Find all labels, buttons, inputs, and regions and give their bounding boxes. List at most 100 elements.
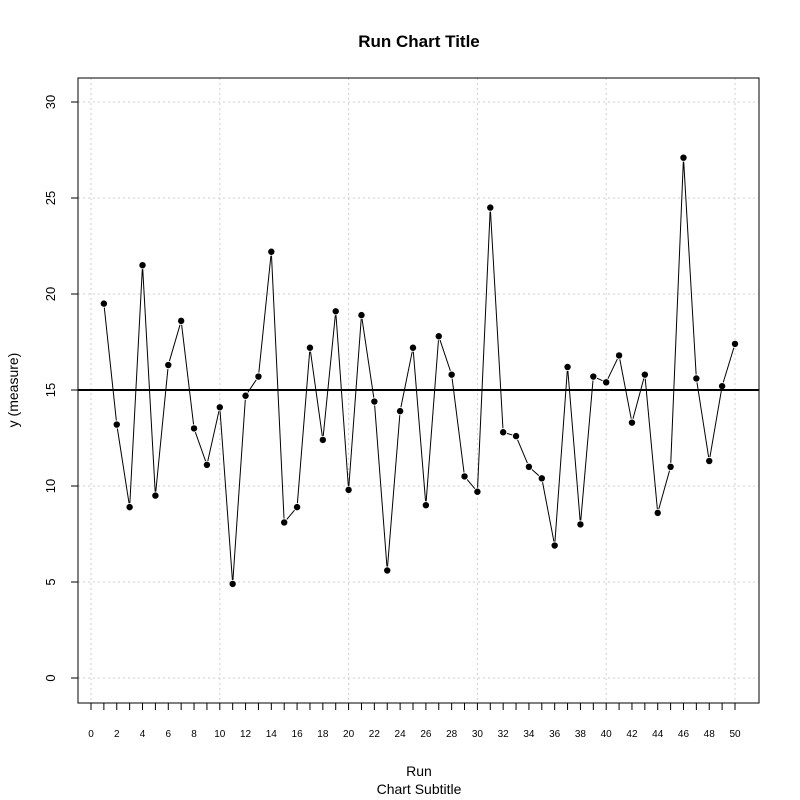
x-tick-label: 30 xyxy=(472,729,484,740)
data-point xyxy=(255,373,262,380)
data-point xyxy=(384,567,391,574)
data-point xyxy=(603,379,610,386)
data-point xyxy=(371,398,378,405)
chart-subtitle: Chart Subtitle xyxy=(377,781,462,797)
series-segment xyxy=(531,469,540,477)
x-tick-label: 22 xyxy=(369,729,381,740)
data-point xyxy=(319,436,327,444)
data-point xyxy=(332,308,339,315)
data-point xyxy=(680,154,687,161)
x-tick-label: 28 xyxy=(446,729,458,740)
series-segment xyxy=(335,315,349,486)
series-segment xyxy=(670,161,684,463)
series-segment xyxy=(322,315,336,436)
x-tick-label: 16 xyxy=(292,729,304,740)
data-point xyxy=(268,248,275,255)
data-point xyxy=(242,392,249,399)
data-point xyxy=(281,519,288,526)
data-point xyxy=(474,488,481,495)
x-tick-label: 0 xyxy=(88,729,94,740)
data-series xyxy=(100,154,739,588)
data-point xyxy=(100,300,108,307)
data-point xyxy=(577,521,584,528)
y-tick-label: 20 xyxy=(43,287,58,301)
x-tick-label: 20 xyxy=(343,729,355,740)
x-tick-label: 34 xyxy=(523,729,535,740)
x-tick-label: 46 xyxy=(678,729,690,740)
data-point xyxy=(654,509,661,517)
series-segment xyxy=(400,351,413,408)
data-point xyxy=(499,429,507,436)
data-point xyxy=(229,580,236,588)
data-point xyxy=(293,503,301,511)
x-tick-label: 32 xyxy=(498,729,510,740)
x-tick-label: 44 xyxy=(652,729,664,740)
data-point xyxy=(731,340,739,348)
data-point xyxy=(216,404,223,411)
series-segment xyxy=(258,255,272,373)
x-tick-label: 38 xyxy=(575,729,587,740)
series-segment xyxy=(596,377,603,382)
series-segment xyxy=(194,432,207,462)
data-point xyxy=(448,371,455,378)
series-segment xyxy=(168,324,181,362)
series-segment xyxy=(219,411,233,580)
data-point xyxy=(177,317,185,325)
y-tick-label: 10 xyxy=(43,479,58,493)
series-segment xyxy=(387,415,401,567)
series-segment xyxy=(310,351,323,437)
y-tick-label: 30 xyxy=(43,95,58,109)
x-tick-label: 50 xyxy=(729,729,741,740)
data-point xyxy=(615,352,623,359)
series-segment xyxy=(580,380,594,521)
series-segment xyxy=(451,378,465,473)
x-tick-label: 42 xyxy=(626,729,638,740)
data-point xyxy=(190,425,198,432)
x-tick-label: 2 xyxy=(114,729,120,740)
series-segment xyxy=(477,211,491,488)
series-segment xyxy=(116,428,130,504)
x-tick-label: 12 xyxy=(240,729,252,740)
x-tick-label: 26 xyxy=(420,729,432,740)
data-point xyxy=(435,333,442,340)
x-tick-label: 6 xyxy=(165,729,171,740)
data-point xyxy=(165,361,172,369)
series-segment xyxy=(567,370,581,521)
data-point xyxy=(461,473,468,480)
series-segment xyxy=(709,390,722,458)
data-point xyxy=(396,407,404,415)
series-segment xyxy=(142,269,156,492)
series-segment xyxy=(542,482,555,542)
series-segment xyxy=(103,307,117,421)
y-tick-label: 15 xyxy=(43,383,58,397)
data-point xyxy=(564,363,571,371)
series-segment xyxy=(506,432,513,436)
data-point xyxy=(718,382,726,390)
chart-title: Run Chart Title xyxy=(358,32,480,51)
series-segment xyxy=(619,359,632,419)
y-tick-label: 25 xyxy=(43,191,58,205)
x-tick-label: 4 xyxy=(140,729,146,740)
data-point xyxy=(422,502,430,509)
series-segment xyxy=(296,351,311,504)
series-segment xyxy=(722,347,735,383)
data-point xyxy=(139,262,146,269)
data-point xyxy=(345,486,352,494)
series-segment xyxy=(374,405,388,567)
data-point xyxy=(590,373,597,380)
x-tick-label: 36 xyxy=(549,729,561,740)
x-tick-label: 40 xyxy=(601,729,613,740)
series-segment xyxy=(466,479,476,490)
data-point xyxy=(409,344,417,351)
x-tick-label: 14 xyxy=(266,729,278,740)
series-segment xyxy=(607,358,618,379)
series-segment xyxy=(412,351,427,502)
series-segment xyxy=(490,211,504,429)
data-point xyxy=(203,461,211,469)
series-segment xyxy=(155,368,169,492)
series-segment xyxy=(207,411,220,462)
data-point xyxy=(667,463,674,470)
x-tick-label: 8 xyxy=(191,729,197,740)
y-tick-label: 0 xyxy=(43,674,58,681)
